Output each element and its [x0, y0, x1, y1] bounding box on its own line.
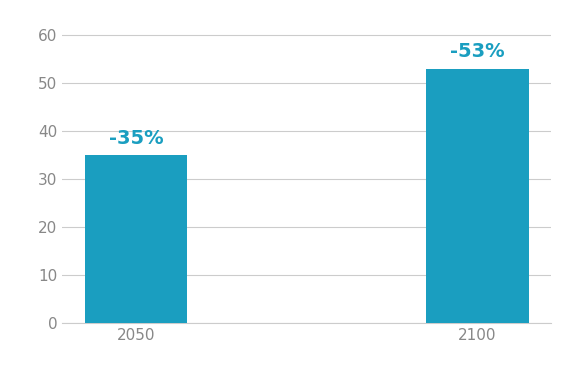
- Text: -53%: -53%: [450, 43, 505, 61]
- Text: -35%: -35%: [108, 129, 163, 148]
- Bar: [426, 69, 529, 323]
- Bar: [85, 155, 187, 323]
